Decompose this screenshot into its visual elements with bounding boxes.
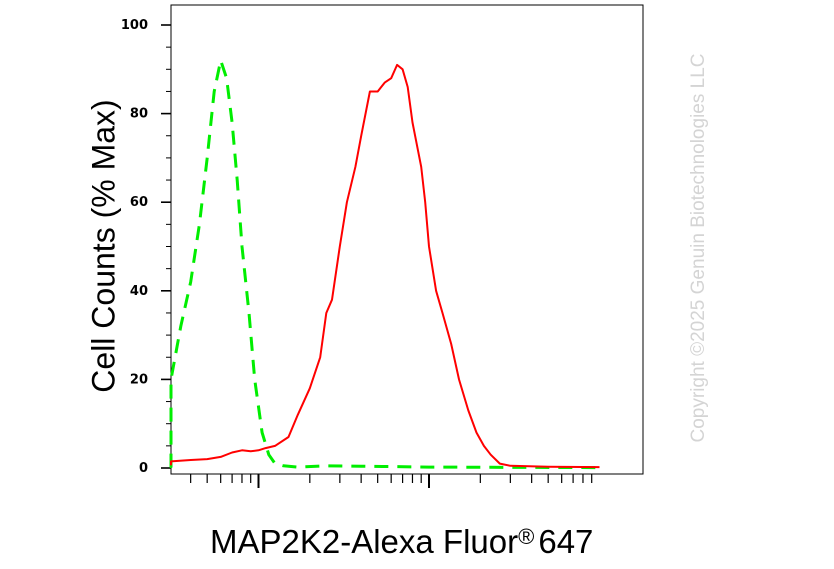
registered-mark: ® [518,524,534,549]
series-layer [169,58,600,470]
copyright-watermark: Copyright ©2025 Genuin Biotechnologies L… [688,54,709,443]
plot-area-border [170,4,644,475]
series-line-sample [170,63,600,469]
y-axis-label: Cell Counts (% Max) [85,99,121,392]
y-tick-label: 100 [121,18,148,33]
y-tick-label: 60 [130,195,148,210]
x-axis [190,474,593,488]
y-tick-label: 40 [130,284,148,299]
x-axis-label: MAP2K2-Alexa Fluor® 647 [210,523,593,560]
x-axis-label-suffix: 647 [538,523,593,560]
y-tick-label: 80 [130,107,148,122]
series-line-control [169,58,600,470]
y-tick-label: 0 [139,461,148,476]
y-tick-label: 20 [130,372,148,387]
y-axis: 0 20 40 60 80 100 [121,18,171,476]
plot-frame [170,4,644,475]
x-axis-label-main: MAP2K2-Alexa Fluor [210,523,518,560]
